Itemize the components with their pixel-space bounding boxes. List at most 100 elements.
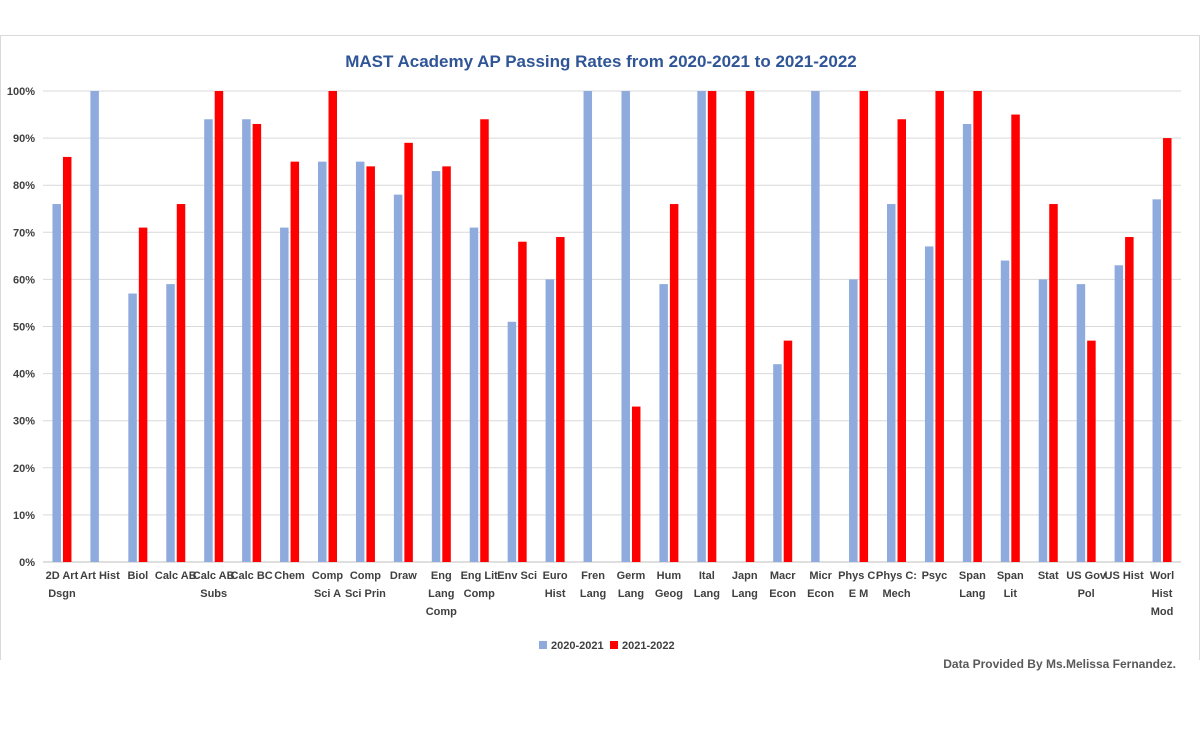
y-tick-label: 90% bbox=[13, 133, 35, 145]
bar-2021-2022 bbox=[290, 161, 300, 562]
bar-2021-2022 bbox=[404, 142, 413, 562]
x-tick-label: Germ Lang bbox=[617, 570, 646, 600]
x-tick-label: Art Hist bbox=[80, 570, 120, 582]
bar-2020-2021 bbox=[280, 227, 289, 562]
legend-label-2020-2021: 2020-2021 bbox=[551, 640, 604, 652]
x-tick-label: Calc AB bbox=[155, 570, 197, 582]
bar-2020-2021 bbox=[1114, 265, 1124, 562]
x-tick-label: Calc AB Subs bbox=[193, 570, 235, 600]
x-tick-label: Comp Sci Prin bbox=[345, 570, 386, 600]
x-tick-label: Phys C: Mech bbox=[876, 570, 917, 600]
bars bbox=[52, 91, 1172, 563]
bar-2021-2022 bbox=[442, 166, 451, 563]
bar-2020-2021 bbox=[355, 161, 365, 562]
bar-2021-2022 bbox=[328, 91, 337, 562]
bar-2021-2022 bbox=[707, 91, 717, 562]
bar-2020-2021 bbox=[962, 123, 972, 562]
x-tick-label: Ital Lang bbox=[694, 570, 720, 600]
bar-2021-2022 bbox=[859, 91, 869, 562]
bar-2021-2022 bbox=[252, 123, 262, 562]
x-tick-label: Chem bbox=[274, 570, 305, 582]
x-tick-label: Hum Geog bbox=[655, 570, 683, 600]
gridlines bbox=[43, 90, 1181, 563]
y-tick-label: 50% bbox=[13, 322, 35, 334]
bar-2021-2022 bbox=[631, 406, 641, 562]
x-tick-label: Japn Lang bbox=[732, 570, 758, 600]
bar-2021-2022 bbox=[973, 91, 982, 562]
bar-2021-2022 bbox=[1163, 138, 1172, 562]
y-tick-label: 80% bbox=[13, 180, 35, 192]
y-tick-label: 100% bbox=[7, 86, 35, 98]
data-credit: Data Provided By Ms.Melissa Fernandez. bbox=[943, 657, 1176, 671]
legend: 2020-2021 2021-2022 bbox=[539, 640, 675, 652]
bar-2020-2021 bbox=[1000, 260, 1010, 562]
y-tick-label: 40% bbox=[13, 369, 35, 381]
x-tick-label: Micr Econ bbox=[807, 570, 834, 600]
bar-2021-2022 bbox=[138, 227, 148, 562]
x-tick-label: Stat bbox=[1038, 570, 1059, 582]
bar-2021-2022 bbox=[366, 166, 375, 563]
x-tick-label: Fren Lang bbox=[580, 570, 606, 600]
bar-2021-2022 bbox=[745, 91, 755, 562]
x-tick-label: Worl Hist Mod bbox=[1150, 570, 1174, 618]
x-tick-label: Biol bbox=[127, 570, 148, 582]
bar-2020-2021 bbox=[166, 284, 175, 562]
y-axis: 0% 10% 20% 30% 40% 50% 60% 70% 80% 90% 100% bbox=[7, 86, 35, 569]
x-tick-label: Euro Hist bbox=[543, 570, 568, 600]
bar-2020-2021 bbox=[204, 119, 213, 562]
bar-2020-2021 bbox=[659, 284, 668, 562]
x-tick-label: Comp Sci A bbox=[312, 570, 343, 600]
y-tick-label: 60% bbox=[13, 274, 35, 286]
x-tick-label: Eng Lit Comp bbox=[461, 570, 499, 600]
y-tick-label: 70% bbox=[13, 227, 35, 239]
bar-2020-2021 bbox=[887, 204, 896, 563]
x-tick-label: Calc BC bbox=[231, 570, 273, 582]
x-tick-label: US Gov Pol bbox=[1066, 570, 1107, 600]
credit-area: Data Provided By Ms.Melissa Fernandez. bbox=[943, 657, 1176, 671]
x-tick-label: Phys C: E M bbox=[838, 570, 879, 600]
bar-2020-2021 bbox=[242, 119, 251, 562]
bar-2021-2022 bbox=[556, 237, 565, 562]
bar-2020-2021 bbox=[583, 91, 593, 562]
x-tick-label: Env Sci bbox=[497, 570, 537, 582]
y-tick-label: 20% bbox=[13, 463, 35, 475]
bar-2021-2022 bbox=[518, 241, 527, 562]
bar-2020-2021 bbox=[697, 91, 706, 562]
bar-2020-2021 bbox=[1038, 279, 1048, 562]
bar-2021-2022 bbox=[1087, 340, 1096, 562]
bar-2020-2021 bbox=[128, 293, 137, 562]
bar-2020-2021 bbox=[1152, 199, 1162, 562]
bar-chart: MAST Academy AP Passing Rates from 2020-… bbox=[7, 52, 1181, 652]
legend-swatch-2021-2022 bbox=[610, 641, 618, 649]
chart-title: MAST Academy AP Passing Rates from 2020-… bbox=[345, 52, 857, 71]
bar-2020-2021 bbox=[773, 364, 782, 562]
bar-2020-2021 bbox=[849, 279, 858, 562]
x-tick-label: 2D Art Dsgn bbox=[46, 570, 79, 600]
bar-2021-2022 bbox=[1011, 114, 1020, 563]
bar-2021-2022 bbox=[935, 91, 944, 562]
x-tick-label: Eng Lang Comp bbox=[426, 570, 457, 618]
bar-2021-2022 bbox=[62, 156, 72, 562]
y-tick-label: 30% bbox=[13, 416, 35, 428]
bar-2020-2021 bbox=[90, 91, 99, 562]
bar-2021-2022 bbox=[669, 204, 679, 563]
x-tick-label: Psyc bbox=[922, 570, 948, 582]
x-tick-label: Span Lang bbox=[959, 570, 986, 600]
x-tick-label: Macr Econ bbox=[769, 570, 796, 600]
bar-2020-2021 bbox=[469, 227, 479, 562]
bar-2020-2021 bbox=[545, 279, 555, 562]
x-tick-label: US Hist bbox=[1105, 570, 1144, 582]
bar-2021-2022 bbox=[176, 204, 186, 563]
bar-2020-2021 bbox=[431, 171, 441, 562]
bar-2021-2022 bbox=[480, 119, 489, 562]
x-tick-label: Span Lit bbox=[997, 570, 1024, 600]
bar-2021-2022 bbox=[1125, 237, 1134, 562]
bar-2020-2021 bbox=[1076, 284, 1086, 562]
bar-2020-2021 bbox=[924, 246, 934, 562]
bar-2021-2022 bbox=[783, 340, 793, 562]
x-tick-label: Draw bbox=[390, 570, 417, 582]
bar-2020-2021 bbox=[318, 161, 327, 562]
legend-swatch-2020-2021 bbox=[539, 641, 547, 649]
y-tick-label: 0% bbox=[19, 557, 35, 569]
